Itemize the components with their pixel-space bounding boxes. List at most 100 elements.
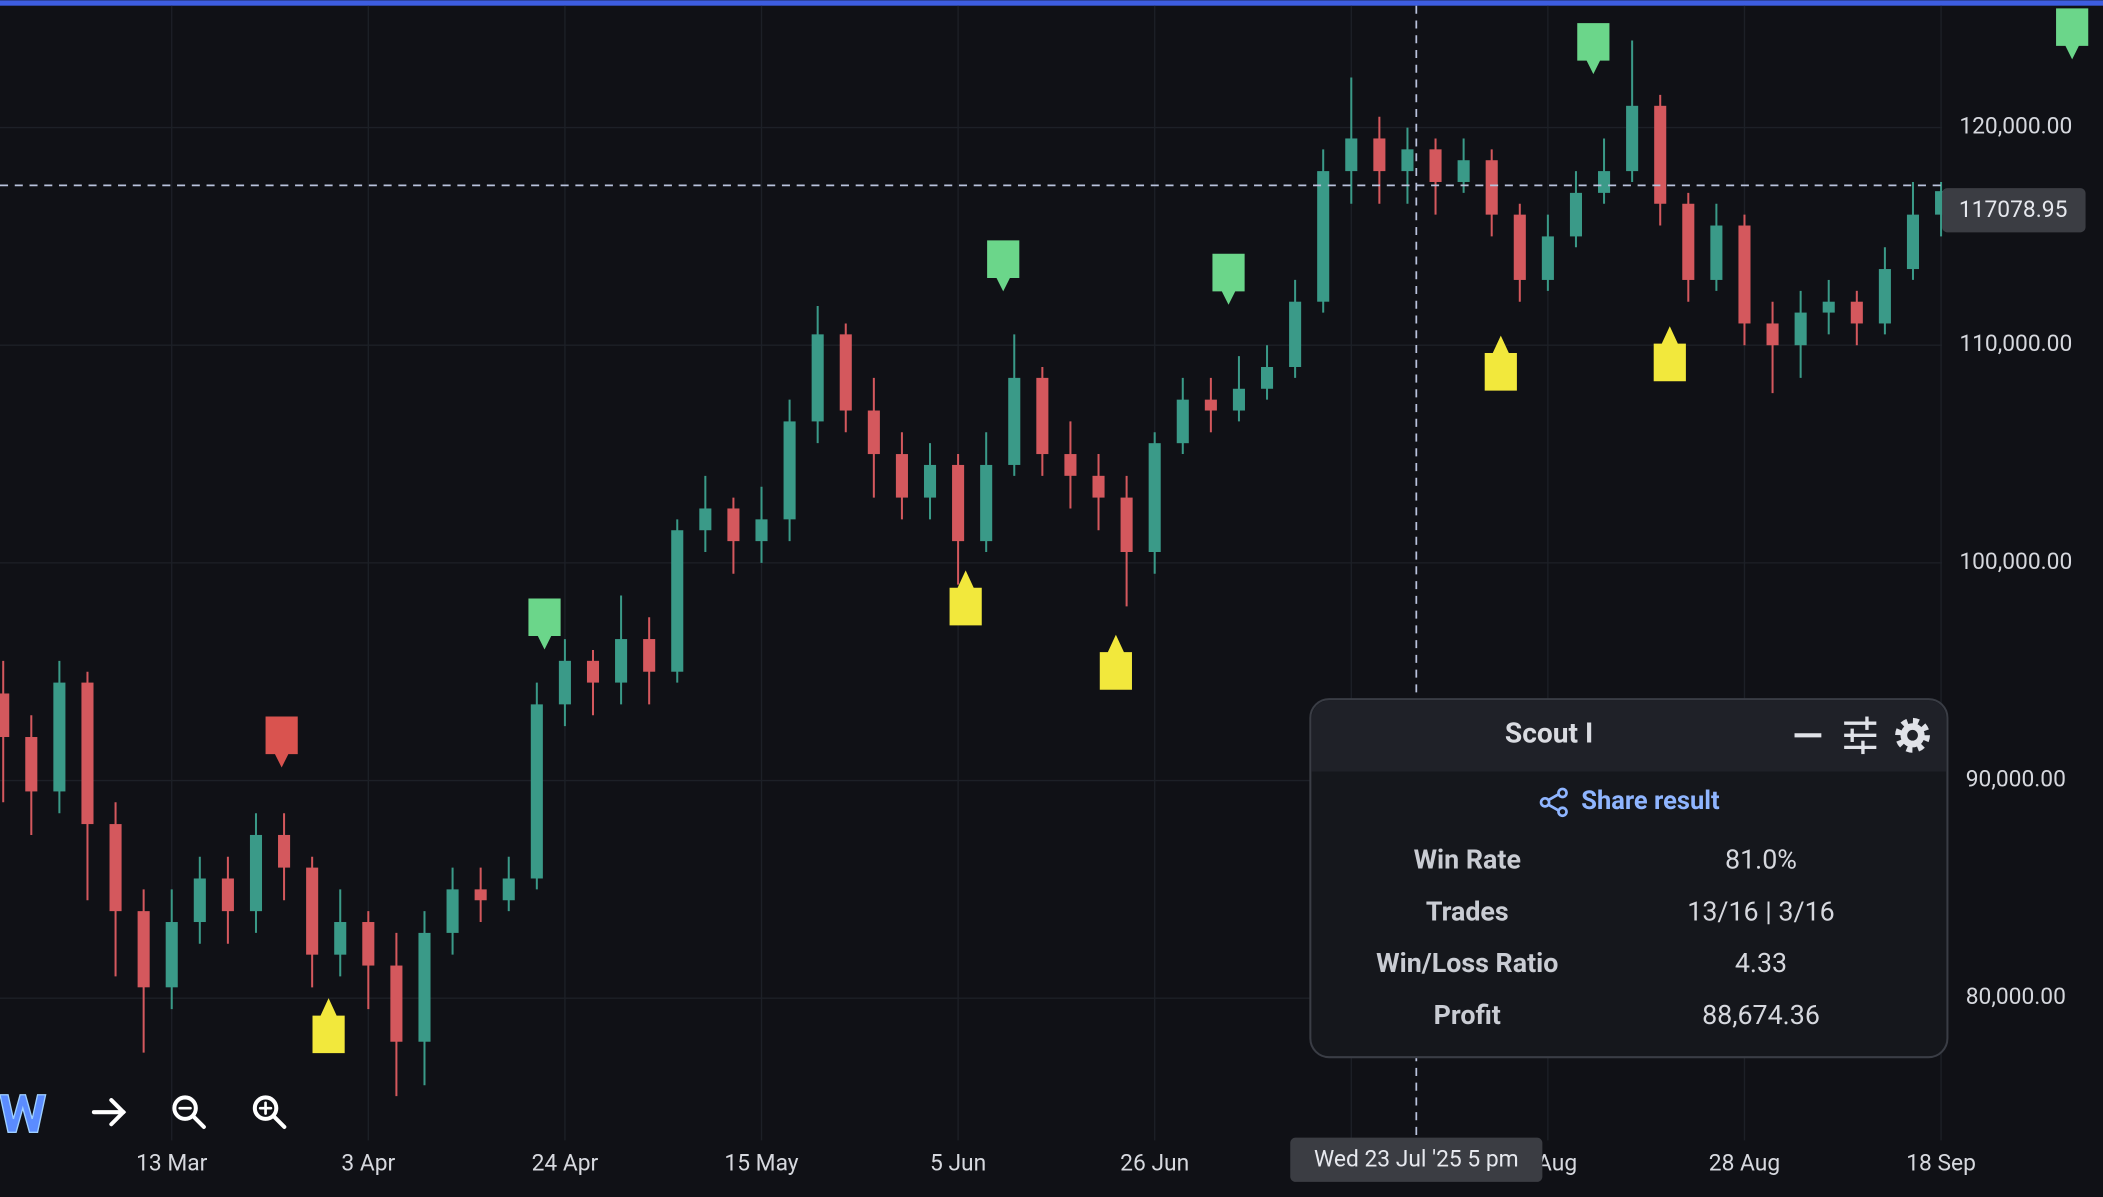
candle-body — [1598, 171, 1611, 193]
candle-body — [1682, 203, 1695, 280]
candle-body — [980, 464, 993, 542]
candle-body — [727, 508, 740, 542]
candle-body — [334, 922, 347, 955]
signal-markers — [265, 8, 2089, 1054]
stat-label: Win Rate — [1414, 843, 1521, 875]
marker-green — [528, 598, 561, 650]
marker-yellow — [1653, 326, 1686, 382]
candle-body — [25, 737, 38, 792]
y-tick-label: 110,000.00 — [1959, 330, 2072, 357]
candle-body — [53, 682, 66, 792]
strategy-panel: Scout I Share result Win Rate 81.0% Trades… — [1309, 698, 1949, 1059]
candle-body — [839, 334, 852, 411]
candle-body — [671, 530, 684, 672]
candle-body — [1036, 377, 1049, 455]
candle-body — [811, 334, 824, 422]
candle-body — [249, 834, 263, 912]
zoom-out-button[interactable] — [172, 1095, 206, 1129]
x-tick-label: 5 Jun — [930, 1150, 986, 1177]
panel-header — [1311, 700, 1947, 772]
candle-body — [1345, 138, 1358, 172]
stat-value: 13/16 | 3/16 — [1687, 895, 1834, 927]
candle-body — [1260, 366, 1274, 389]
y-tick-label: 90,000.00 — [1966, 766, 2066, 793]
candle-body — [1092, 475, 1105, 498]
marker-green — [1212, 253, 1245, 305]
marker-yellow — [1484, 335, 1517, 391]
candle-body — [1906, 214, 1920, 270]
panel-title: Scout I — [1505, 717, 1593, 750]
candle-body — [165, 922, 178, 988]
candle-body — [1569, 192, 1582, 237]
marker-yellow — [312, 998, 345, 1054]
candle-body — [1232, 388, 1245, 411]
candle-body — [1626, 105, 1639, 172]
x-tick-label: 15 May — [724, 1150, 798, 1177]
candle-body — [137, 911, 150, 988]
candle-body — [1008, 377, 1021, 465]
candle-body — [0, 693, 10, 738]
zoom-in-button[interactable] — [252, 1095, 287, 1129]
marker-yellow — [1099, 634, 1132, 690]
candle-body — [502, 878, 515, 901]
candle-body — [1429, 149, 1442, 182]
candle-body — [895, 454, 908, 498]
top-bar — [0, 0, 2103, 6]
candle-body — [1738, 225, 1751, 324]
share-link[interactable]: Share result — [1581, 786, 1720, 816]
candle-body — [1822, 301, 1835, 313]
settings-sliders-button[interactable] — [1844, 716, 1877, 755]
candle-body — [1289, 301, 1302, 367]
stat-value: 88,674.36 — [1702, 999, 1820, 1031]
x-tick-label: 28 Aug — [1709, 1150, 1780, 1177]
candle-body — [1120, 497, 1133, 553]
candle-body — [1485, 160, 1498, 215]
share-icon[interactable] — [1539, 787, 1568, 818]
candle-body — [755, 519, 768, 542]
candle-body — [1766, 323, 1779, 346]
candle-body — [109, 824, 122, 912]
candle-body — [783, 421, 796, 520]
candle-body — [1176, 399, 1189, 444]
crosshair-label-box — [1290, 1137, 1543, 1182]
candle-body — [643, 639, 656, 672]
marker-red — [265, 716, 298, 768]
candle-body — [615, 639, 628, 683]
candle-body — [1401, 149, 1414, 172]
stat-value: 4.33 — [1735, 947, 1787, 979]
crosshair-label: Wed 23 Jul '25 5 pm — [1314, 1145, 1519, 1172]
stat-value: 81.0% — [1725, 843, 1797, 875]
candle-body — [1850, 301, 1863, 324]
marker-green — [2056, 8, 2089, 60]
x-tick-label: 3 Apr — [341, 1150, 395, 1177]
candle-body — [306, 867, 319, 955]
candle-body — [362, 922, 375, 966]
candle-body — [1457, 160, 1470, 182]
x-tick-label: 26 Jun — [1120, 1150, 1189, 1177]
y-tick-label: 120,000.00 — [1959, 113, 2072, 140]
marker-green — [987, 240, 1020, 292]
candle-body — [1794, 312, 1807, 346]
logo[interactable] — [0, 1094, 47, 1133]
candle-body — [1148, 443, 1161, 553]
candle-body — [1654, 105, 1667, 204]
candle-body — [1878, 269, 1891, 324]
candle-body — [558, 660, 571, 705]
price-label-box — [1942, 188, 2086, 233]
candle-body — [923, 464, 937, 498]
candle-body — [699, 508, 712, 531]
gear-button[interactable] — [1895, 717, 1930, 753]
candle-body — [81, 682, 94, 825]
candle-body — [278, 834, 291, 868]
candle-body — [1317, 171, 1330, 302]
y-tick-label: 80,000.00 — [1966, 983, 2066, 1010]
candle-body — [867, 410, 880, 455]
stat-label: Win/Loss Ratio — [1376, 947, 1558, 979]
price-label: 117078.95 — [1959, 196, 2068, 223]
candle-body — [1710, 225, 1723, 280]
candle-body — [1513, 214, 1526, 280]
scroll-right-button[interactable] — [91, 1098, 127, 1127]
